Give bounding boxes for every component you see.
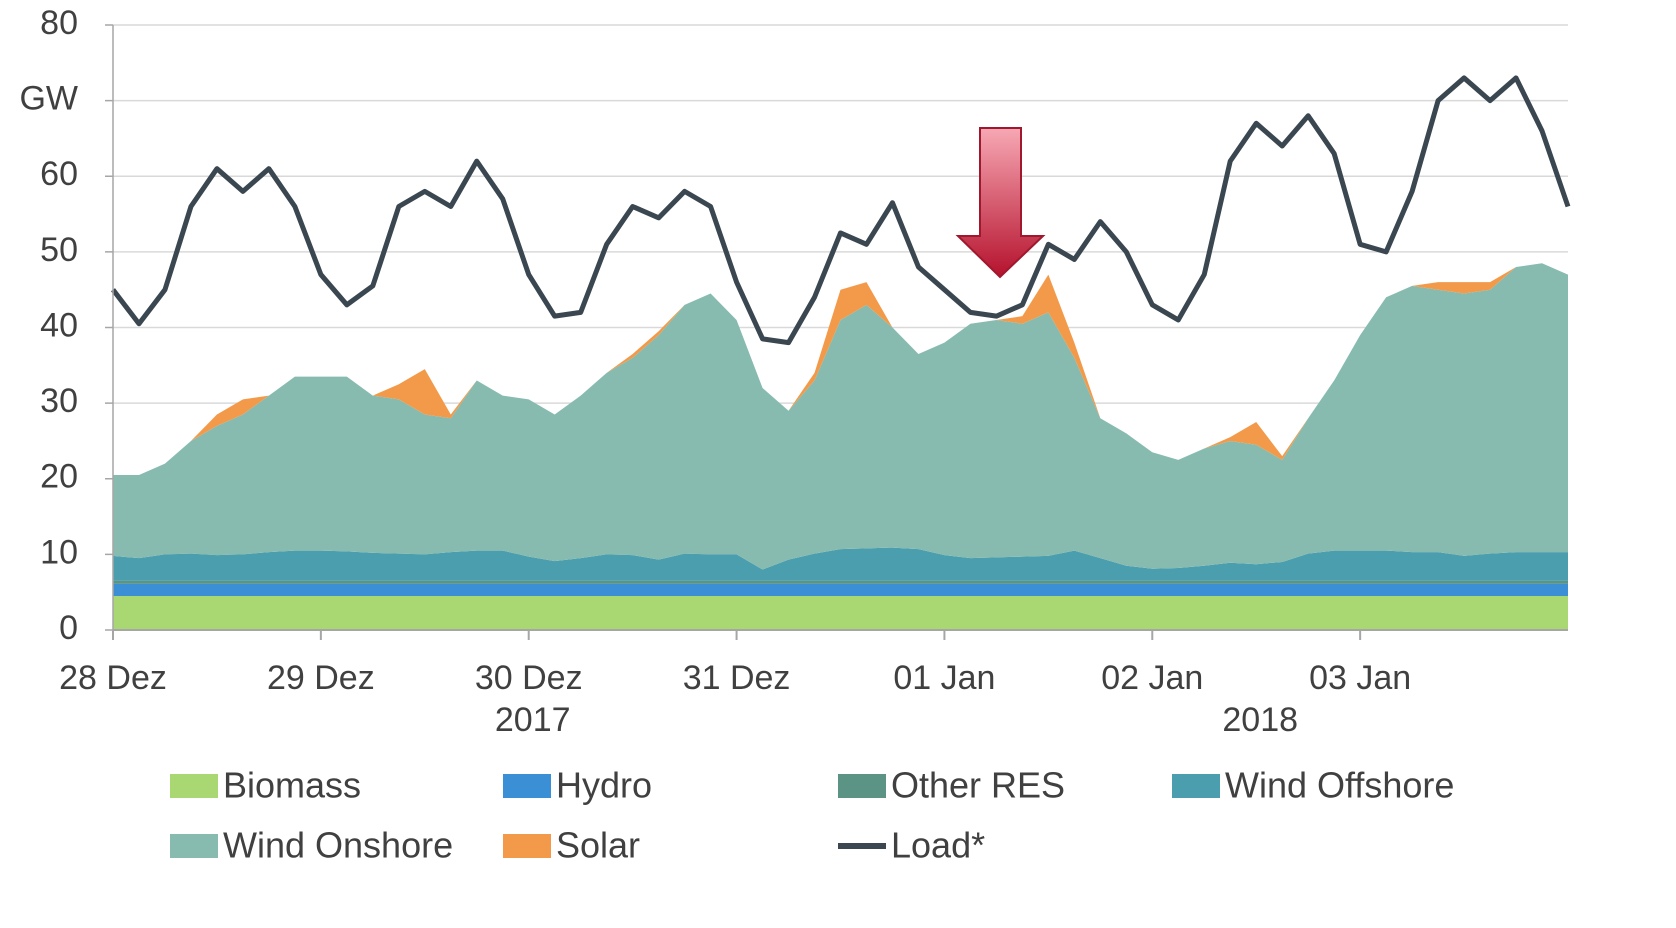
y-tick-label: 0 xyxy=(59,609,78,647)
x-tick-label: 30 Dez xyxy=(475,659,583,697)
y-tick-label: 80 xyxy=(40,4,78,42)
x-tick-label: 28 Dez xyxy=(59,659,167,697)
legend-swatch xyxy=(503,834,551,858)
legend-label: Biomass xyxy=(223,765,361,806)
legend-label: Solar xyxy=(556,825,640,866)
legend-swatch xyxy=(170,774,218,798)
x-group-label: 2018 xyxy=(1222,701,1298,739)
legend-swatch xyxy=(503,774,551,798)
y-tick-label: GW xyxy=(19,80,78,118)
legend-label: Hydro xyxy=(556,765,652,806)
area xyxy=(113,580,1568,584)
legend-swatch xyxy=(1172,774,1220,798)
legend-label: Load* xyxy=(891,825,985,866)
x-tick-label: 29 Dez xyxy=(267,659,375,697)
y-tick-label: 50 xyxy=(40,231,78,269)
y-tick-label: 10 xyxy=(40,533,78,571)
y-tick-label: 60 xyxy=(40,155,78,193)
x-tick-label: 01 Jan xyxy=(893,659,995,697)
highlight-arrow xyxy=(955,127,1046,279)
area xyxy=(113,583,1568,596)
legend-label: Wind Onshore xyxy=(223,825,453,866)
x-group-label: 2017 xyxy=(495,701,571,739)
y-tick-label: 30 xyxy=(40,382,78,420)
area xyxy=(113,263,1568,475)
area xyxy=(113,595,1568,630)
x-tick-label: 03 Jan xyxy=(1309,659,1411,697)
plot-area: 0 10 20 30 40 50 60 GW 80 28 Dez 29 Dez 30 Dez 31 De… xyxy=(19,4,1571,866)
legend-swatch xyxy=(838,774,886,798)
legend-label: Other RES xyxy=(891,765,1065,806)
x-tick-label: 02 Jan xyxy=(1101,659,1203,697)
area xyxy=(113,263,1568,570)
y-tick-label: 40 xyxy=(40,306,78,344)
area xyxy=(113,547,1568,581)
legend-swatch xyxy=(170,834,218,858)
legend-label: Wind Offshore xyxy=(1225,765,1454,806)
x-tick-label: 31 Dez xyxy=(683,659,791,697)
line xyxy=(111,75,1571,346)
y-tick-label: 20 xyxy=(40,458,78,496)
